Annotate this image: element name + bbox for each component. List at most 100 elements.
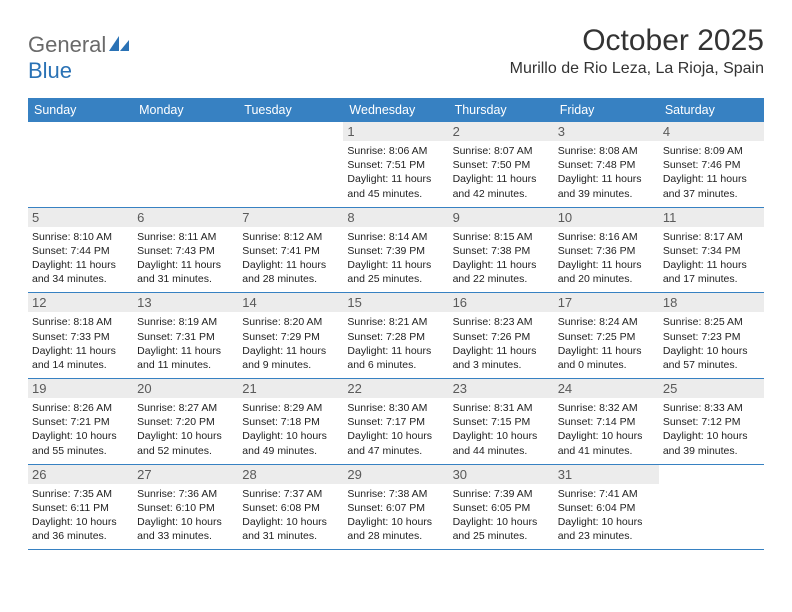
sunset-line: Sunset: 7:26 PM xyxy=(453,330,550,344)
day-info: Sunrise: 8:19 AMSunset: 7:31 PMDaylight:… xyxy=(137,315,234,372)
day-number: 17 xyxy=(554,293,659,312)
day-info: Sunrise: 8:23 AMSunset: 7:26 PMDaylight:… xyxy=(453,315,550,372)
daylight-line-2: and 42 minutes. xyxy=(453,187,550,201)
sunrise-line: Sunrise: 8:26 AM xyxy=(32,401,129,415)
daylight-line-1: Daylight: 10 hours xyxy=(453,429,550,443)
day-number: 18 xyxy=(659,293,764,312)
daylight-line-2: and 45 minutes. xyxy=(347,187,444,201)
day-info: Sunrise: 8:12 AMSunset: 7:41 PMDaylight:… xyxy=(242,230,339,287)
daylight-line-1: Daylight: 10 hours xyxy=(32,515,129,529)
sunset-line: Sunset: 7:51 PM xyxy=(347,158,444,172)
daylight-line-2: and 28 minutes. xyxy=(242,272,339,286)
day-number: 3 xyxy=(554,122,659,141)
daylight-line-1: Daylight: 10 hours xyxy=(137,515,234,529)
sunset-line: Sunset: 7:33 PM xyxy=(32,330,129,344)
sunset-line: Sunset: 7:21 PM xyxy=(32,415,129,429)
sunset-line: Sunset: 7:18 PM xyxy=(242,415,339,429)
day-info: Sunrise: 8:20 AMSunset: 7:29 PMDaylight:… xyxy=(242,315,339,372)
dayname-thursday: Thursday xyxy=(449,98,554,122)
day-info: Sunrise: 7:38 AMSunset: 6:07 PMDaylight:… xyxy=(347,487,444,544)
logo-text-general: General xyxy=(28,32,106,57)
location: Murillo de Rio Leza, La Rioja, Spain xyxy=(510,60,764,78)
daylight-line-2: and 17 minutes. xyxy=(663,272,760,286)
day-info: Sunrise: 8:30 AMSunset: 7:17 PMDaylight:… xyxy=(347,401,444,458)
empty-cell xyxy=(238,122,343,207)
daylight-line-1: Daylight: 10 hours xyxy=(242,429,339,443)
sunset-line: Sunset: 7:15 PM xyxy=(453,415,550,429)
day-info: Sunrise: 7:36 AMSunset: 6:10 PMDaylight:… xyxy=(137,487,234,544)
sunrise-line: Sunrise: 8:30 AM xyxy=(347,401,444,415)
day-cell-6: 6Sunrise: 8:11 AMSunset: 7:43 PMDaylight… xyxy=(133,208,238,293)
sunrise-line: Sunrise: 8:33 AM xyxy=(663,401,760,415)
daylight-line-1: Daylight: 10 hours xyxy=(242,515,339,529)
day-cell-25: 25Sunrise: 8:33 AMSunset: 7:12 PMDayligh… xyxy=(659,379,764,464)
week-row: 12Sunrise: 8:18 AMSunset: 7:33 PMDayligh… xyxy=(28,293,764,379)
day-info: Sunrise: 8:26 AMSunset: 7:21 PMDaylight:… xyxy=(32,401,129,458)
daylight-line-1: Daylight: 10 hours xyxy=(558,515,655,529)
day-cell-2: 2Sunrise: 8:07 AMSunset: 7:50 PMDaylight… xyxy=(449,122,554,207)
daylight-line-1: Daylight: 11 hours xyxy=(32,344,129,358)
sunrise-line: Sunrise: 8:27 AM xyxy=(137,401,234,415)
sunrise-line: Sunrise: 8:18 AM xyxy=(32,315,129,329)
daylight-line-2: and 6 minutes. xyxy=(347,358,444,372)
dayname-sunday: Sunday xyxy=(28,98,133,122)
sunrise-line: Sunrise: 8:21 AM xyxy=(347,315,444,329)
day-info: Sunrise: 7:41 AMSunset: 6:04 PMDaylight:… xyxy=(558,487,655,544)
daylight-line-1: Daylight: 11 hours xyxy=(242,258,339,272)
day-number: 8 xyxy=(343,208,448,227)
day-info: Sunrise: 8:06 AMSunset: 7:51 PMDaylight:… xyxy=(347,144,444,201)
day-cell-1: 1Sunrise: 8:06 AMSunset: 7:51 PMDaylight… xyxy=(343,122,448,207)
empty-cell xyxy=(133,122,238,207)
day-number: 15 xyxy=(343,293,448,312)
week-row: 1Sunrise: 8:06 AMSunset: 7:51 PMDaylight… xyxy=(28,122,764,208)
sunrise-line: Sunrise: 8:25 AM xyxy=(663,315,760,329)
sunset-line: Sunset: 7:44 PM xyxy=(32,244,129,258)
day-info: Sunrise: 8:14 AMSunset: 7:39 PMDaylight:… xyxy=(347,230,444,287)
daylight-line-1: Daylight: 11 hours xyxy=(242,344,339,358)
day-number: 28 xyxy=(238,465,343,484)
day-cell-8: 8 Sunrise: 8:14 AMSunset: 7:39 PMDaylight… xyxy=(343,208,448,293)
dayname-wednesday: Wednesday xyxy=(343,98,448,122)
sunrise-line: Sunrise: 8:09 AM xyxy=(663,144,760,158)
daylight-line-2: and 11 minutes. xyxy=(137,358,234,372)
sunset-line: Sunset: 7:46 PM xyxy=(663,158,760,172)
daylight-line-2: and 28 minutes. xyxy=(347,529,444,543)
day-number: 11 xyxy=(659,208,764,227)
week-row: 19Sunrise: 8:26 AMSunset: 7:21 PMDayligh… xyxy=(28,379,764,465)
sunset-line: Sunset: 7:20 PM xyxy=(137,415,234,429)
week-row: 26Sunrise: 7:35 AMSunset: 6:11 PMDayligh… xyxy=(28,465,764,551)
day-number: 12 xyxy=(28,293,133,312)
day-cell-28: 28Sunrise: 7:37 AMSunset: 6:08 PMDayligh… xyxy=(238,465,343,550)
sunset-line: Sunset: 7:50 PM xyxy=(453,158,550,172)
sunset-line: Sunset: 7:43 PM xyxy=(137,244,234,258)
daylight-line-1: Daylight: 10 hours xyxy=(663,429,760,443)
day-number: 5 xyxy=(28,208,133,227)
daylight-line-1: Daylight: 11 hours xyxy=(558,172,655,186)
day-cell-20: 20Sunrise: 8:27 AMSunset: 7:20 PMDayligh… xyxy=(133,379,238,464)
daylight-line-1: Daylight: 10 hours xyxy=(663,344,760,358)
empty-cell xyxy=(659,465,764,550)
daylight-line-1: Daylight: 11 hours xyxy=(558,258,655,272)
sunrise-line: Sunrise: 7:39 AM xyxy=(453,487,550,501)
daylight-line-2: and 41 minutes. xyxy=(558,444,655,458)
day-number: 19 xyxy=(28,379,133,398)
sunset-line: Sunset: 7:29 PM xyxy=(242,330,339,344)
sunset-line: Sunset: 6:05 PM xyxy=(453,501,550,515)
day-cell-22: 22Sunrise: 8:30 AMSunset: 7:17 PMDayligh… xyxy=(343,379,448,464)
sunset-line: Sunset: 7:28 PM xyxy=(347,330,444,344)
sunrise-line: Sunrise: 8:15 AM xyxy=(453,230,550,244)
sunrise-line: Sunrise: 8:31 AM xyxy=(453,401,550,415)
dayname-saturday: Saturday xyxy=(659,98,764,122)
sunrise-line: Sunrise: 8:24 AM xyxy=(558,315,655,329)
sunrise-line: Sunrise: 8:23 AM xyxy=(453,315,550,329)
sunset-line: Sunset: 7:12 PM xyxy=(663,415,760,429)
calendar: SundayMondayTuesdayWednesdayThursdayFrid… xyxy=(28,98,764,550)
day-cell-27: 27Sunrise: 7:36 AMSunset: 6:10 PMDayligh… xyxy=(133,465,238,550)
day-cell-29: 29Sunrise: 7:38 AMSunset: 6:07 PMDayligh… xyxy=(343,465,448,550)
day-info: Sunrise: 8:29 AMSunset: 7:18 PMDaylight:… xyxy=(242,401,339,458)
daylight-line-1: Daylight: 11 hours xyxy=(453,172,550,186)
daylight-line-1: Daylight: 10 hours xyxy=(32,429,129,443)
day-number: 31 xyxy=(554,465,659,484)
day-cell-11: 11Sunrise: 8:17 AMSunset: 7:34 PMDayligh… xyxy=(659,208,764,293)
sunset-line: Sunset: 7:17 PM xyxy=(347,415,444,429)
